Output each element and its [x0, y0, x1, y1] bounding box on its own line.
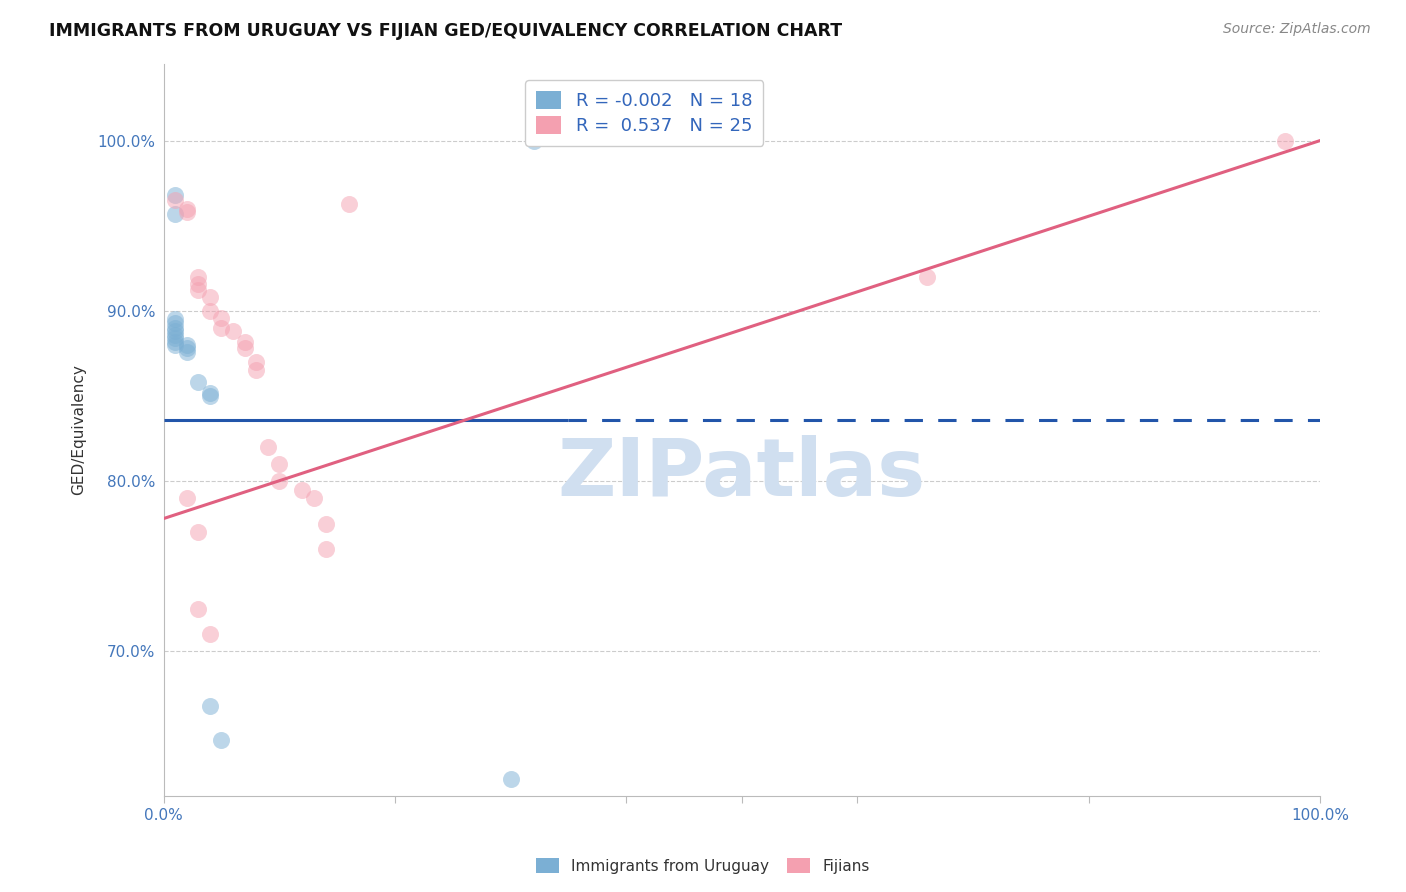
Point — [211, 321, 233, 335]
Point — [176, 205, 198, 219]
Point — [198, 627, 221, 641]
Point — [315, 542, 337, 557]
Point — [165, 331, 187, 345]
Point — [198, 698, 221, 713]
Point — [523, 134, 546, 148]
Point — [269, 457, 291, 471]
Point — [165, 193, 187, 207]
Point — [187, 284, 209, 298]
Point — [499, 772, 522, 786]
Point — [176, 338, 198, 352]
Point — [165, 312, 187, 326]
Point — [187, 269, 209, 284]
Text: IMMIGRANTS FROM URUGUAY VS FIJIAN GED/EQUIVALENCY CORRELATION CHART: IMMIGRANTS FROM URUGUAY VS FIJIAN GED/EQ… — [49, 22, 842, 40]
Point — [269, 474, 291, 488]
Legend: R = -0.002   N = 18, R =  0.537   N = 25: R = -0.002 N = 18, R = 0.537 N = 25 — [526, 80, 763, 146]
Point — [1274, 134, 1296, 148]
Point — [337, 196, 360, 211]
Point — [176, 202, 198, 216]
Point — [176, 341, 198, 355]
Point — [165, 321, 187, 335]
Point — [165, 316, 187, 330]
Point — [165, 338, 187, 352]
Point — [176, 344, 198, 359]
Point — [245, 355, 267, 369]
Point — [187, 277, 209, 291]
Point — [256, 440, 278, 454]
Point — [291, 483, 314, 497]
Point — [187, 376, 209, 390]
Point — [165, 207, 187, 221]
Point — [165, 327, 187, 342]
Point — [233, 334, 256, 349]
Point — [198, 385, 221, 400]
Point — [198, 290, 221, 304]
Point — [165, 324, 187, 338]
Point — [176, 491, 198, 505]
Point — [187, 525, 209, 540]
Point — [211, 732, 233, 747]
Point — [233, 341, 256, 355]
Text: Source: ZipAtlas.com: Source: ZipAtlas.com — [1223, 22, 1371, 37]
Point — [211, 310, 233, 325]
Legend: Immigrants from Uruguay, Fijians: Immigrants from Uruguay, Fijians — [530, 852, 876, 880]
Y-axis label: GED/Equivalency: GED/Equivalency — [72, 365, 86, 495]
Point — [222, 324, 245, 338]
Point — [315, 516, 337, 531]
Point — [165, 188, 187, 202]
Point — [198, 389, 221, 403]
Point — [302, 491, 325, 505]
Point — [198, 304, 221, 318]
Point — [915, 269, 938, 284]
Point — [187, 601, 209, 615]
Point — [165, 334, 187, 349]
Point — [245, 363, 267, 377]
Text: ZIPatlas: ZIPatlas — [558, 435, 927, 513]
